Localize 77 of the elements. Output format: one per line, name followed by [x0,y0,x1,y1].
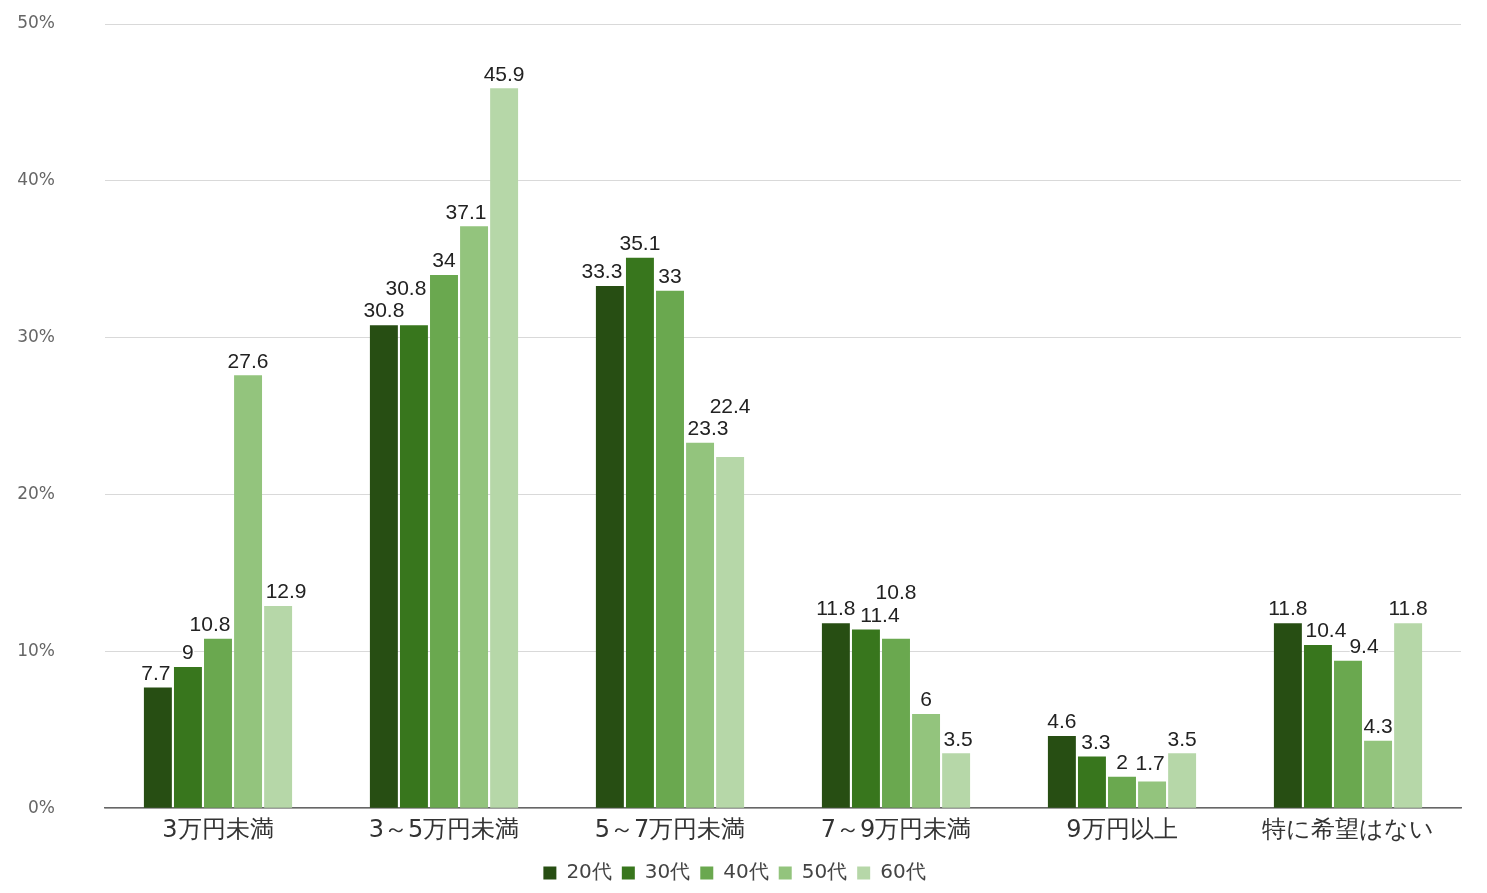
data-label: 10.8 [189,612,231,636]
bar [1303,645,1332,808]
data-label: 9.4 [1349,634,1379,658]
bar [1047,736,1076,808]
bar [625,257,654,808]
data-label: 10.8 [875,580,917,604]
bar [234,375,263,808]
bar [264,605,293,808]
bar [1394,623,1423,808]
bar [851,629,880,808]
data-label: 11.8 [1268,596,1308,620]
data-label: 3.5 [943,726,973,750]
x-tick-label: 9万円以上 [1066,814,1178,843]
legend-label: 50代 [801,859,848,884]
bar [1168,753,1197,808]
y-tick-label: 20% [17,482,55,503]
bar [1077,756,1106,808]
bar [686,442,715,808]
legend-label: 30代 [644,859,691,884]
data-label: 9 [182,640,194,664]
bar [821,623,850,808]
data-label: 30.8 [385,276,427,300]
bar [595,285,624,808]
data-label: 33 [658,263,682,287]
data-label: 45.9 [483,61,525,85]
legend-label: 40代 [723,859,769,884]
bar [882,638,910,808]
y-tick-label: 40% [17,169,55,190]
bar [1273,623,1302,808]
bar [656,290,684,808]
x-tick-label: 3万円未満 [162,814,274,843]
data-label: 3.3 [1081,729,1111,753]
data-label: 22.4 [709,394,751,418]
bar [1108,776,1136,808]
x-tick-label: 7～9万円未満 [820,814,972,843]
x-tick-label: 5～7万円未満 [594,814,746,843]
data-label: 30.8 [363,298,405,322]
data-label: 11.4 [860,602,900,626]
bar [204,638,232,808]
y-tick-label: 30% [17,326,55,347]
data-label: 2 [1116,750,1128,774]
bar [143,687,172,808]
data-label: 10.4 [1305,618,1347,642]
bar [173,667,202,808]
bar [912,714,941,808]
data-label: 1.7 [1135,750,1165,774]
legend-label: 60代 [880,859,926,884]
legend-label: 20代 [566,859,612,884]
data-label: 11.8 [1388,596,1428,620]
data-label: 33.3 [581,259,623,283]
data-label: 3.5 [1167,726,1197,750]
data-label: 37.1 [445,199,487,223]
bar [1364,740,1393,808]
data-label: 12.9 [265,579,307,603]
y-tick-label: 10% [17,639,55,660]
bar [490,88,519,808]
data-label: 27.6 [227,348,269,372]
y-tick-label: 50% [17,12,55,33]
x-tick-label: 3～5万円未満 [368,814,520,843]
data-label: 4.6 [1047,709,1077,733]
bar [716,456,745,808]
data-label: 4.3 [1363,714,1393,738]
data-label: 11.8 [816,596,856,620]
bar [430,274,458,808]
data-label: 35.1 [619,230,661,254]
y-tick-label: 0% [28,796,55,817]
data-label: 6 [920,687,932,711]
x-tick-label: 特に希望はない [1262,814,1434,843]
bar [369,325,398,808]
data-label: 34 [432,248,456,272]
bar [942,753,971,808]
bar [460,226,489,808]
data-label: 7.7 [141,660,171,684]
bar [1334,660,1362,808]
bar [1138,781,1167,808]
bar [399,325,428,808]
data-label: 23.3 [687,416,729,440]
